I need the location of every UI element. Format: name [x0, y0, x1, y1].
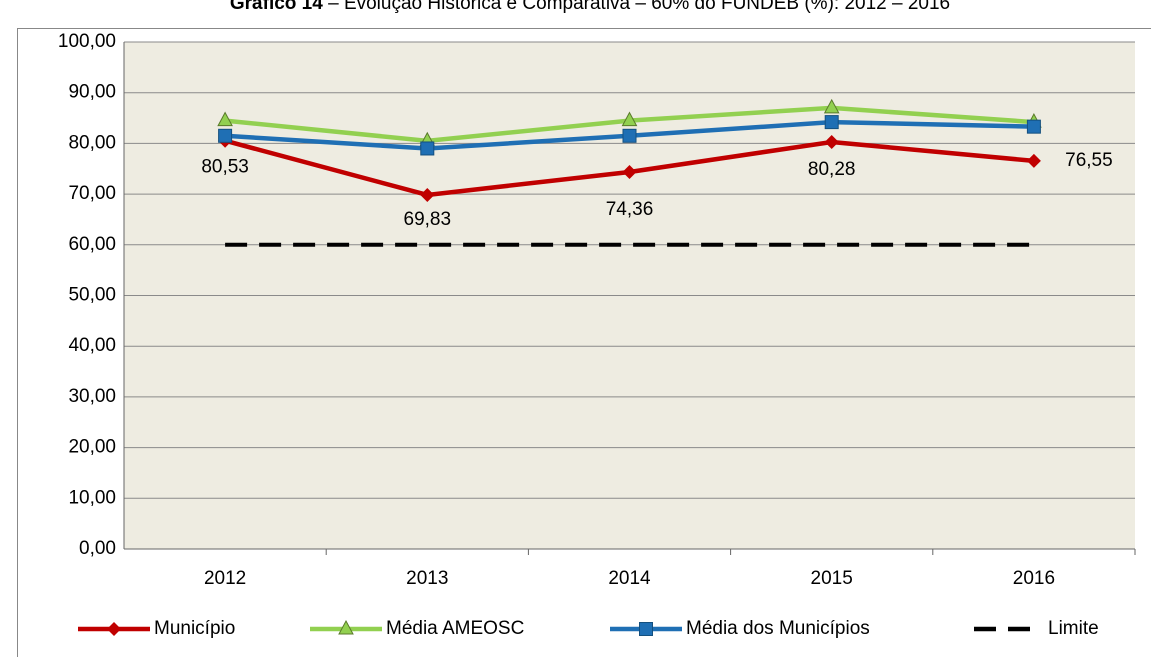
- y-tick-label: 30,00: [68, 386, 116, 407]
- y-tick-label: 70,00: [68, 183, 116, 204]
- marker: [1026, 153, 1041, 168]
- y-tick-label: 20,00: [68, 437, 116, 458]
- y-tick-label: 60,00: [68, 234, 116, 255]
- y-tick-label: 90,00: [68, 82, 116, 103]
- marker: [1026, 119, 1041, 134]
- x-tick-label: 2014: [608, 568, 651, 589]
- y-tick-label: 100,00: [58, 31, 116, 52]
- legend-label: Município: [154, 618, 235, 639]
- marker: [639, 622, 653, 636]
- y-tick-label: 80,00: [68, 132, 116, 153]
- y-tick-label: 0,00: [79, 538, 116, 559]
- marker: [622, 164, 637, 179]
- y-tick-label: 40,00: [68, 335, 116, 356]
- data-label: 74,36: [606, 199, 654, 220]
- data-label: 69,83: [404, 209, 452, 230]
- marker: [622, 128, 637, 143]
- legend-label: Média dos Municípios: [686, 618, 870, 639]
- marker: [338, 619, 354, 635]
- title-bold: Gráfico 14: [230, 0, 323, 14]
- legend-label: Média AMEOSC: [386, 618, 524, 639]
- marker: [218, 128, 233, 143]
- chart-title: Gráfico 14 – Evolução Histórica e Compar…: [230, 0, 950, 14]
- marker: [107, 622, 121, 636]
- marker: [823, 98, 840, 114]
- legend-label: Limite: [1048, 618, 1099, 639]
- marker: [824, 115, 839, 130]
- y-tick-label: 50,00: [68, 285, 116, 306]
- marker: [420, 141, 435, 156]
- marker: [420, 187, 435, 202]
- marker: [824, 134, 839, 149]
- data-label: 80,53: [201, 157, 249, 178]
- x-tick-label: 2013: [406, 568, 448, 589]
- data-label: 76,55: [1065, 150, 1113, 171]
- data-label: 80,28: [808, 159, 856, 180]
- x-tick-label: 2015: [811, 568, 853, 589]
- x-tick-label: 2016: [1013, 568, 1055, 589]
- marker: [217, 111, 233, 127]
- y-tick-label: 10,00: [68, 487, 116, 508]
- x-tick-label: 2012: [204, 568, 246, 589]
- title-rest: – Evolução Histórica e Comparativa – 60%…: [328, 0, 950, 14]
- marker: [621, 111, 638, 127]
